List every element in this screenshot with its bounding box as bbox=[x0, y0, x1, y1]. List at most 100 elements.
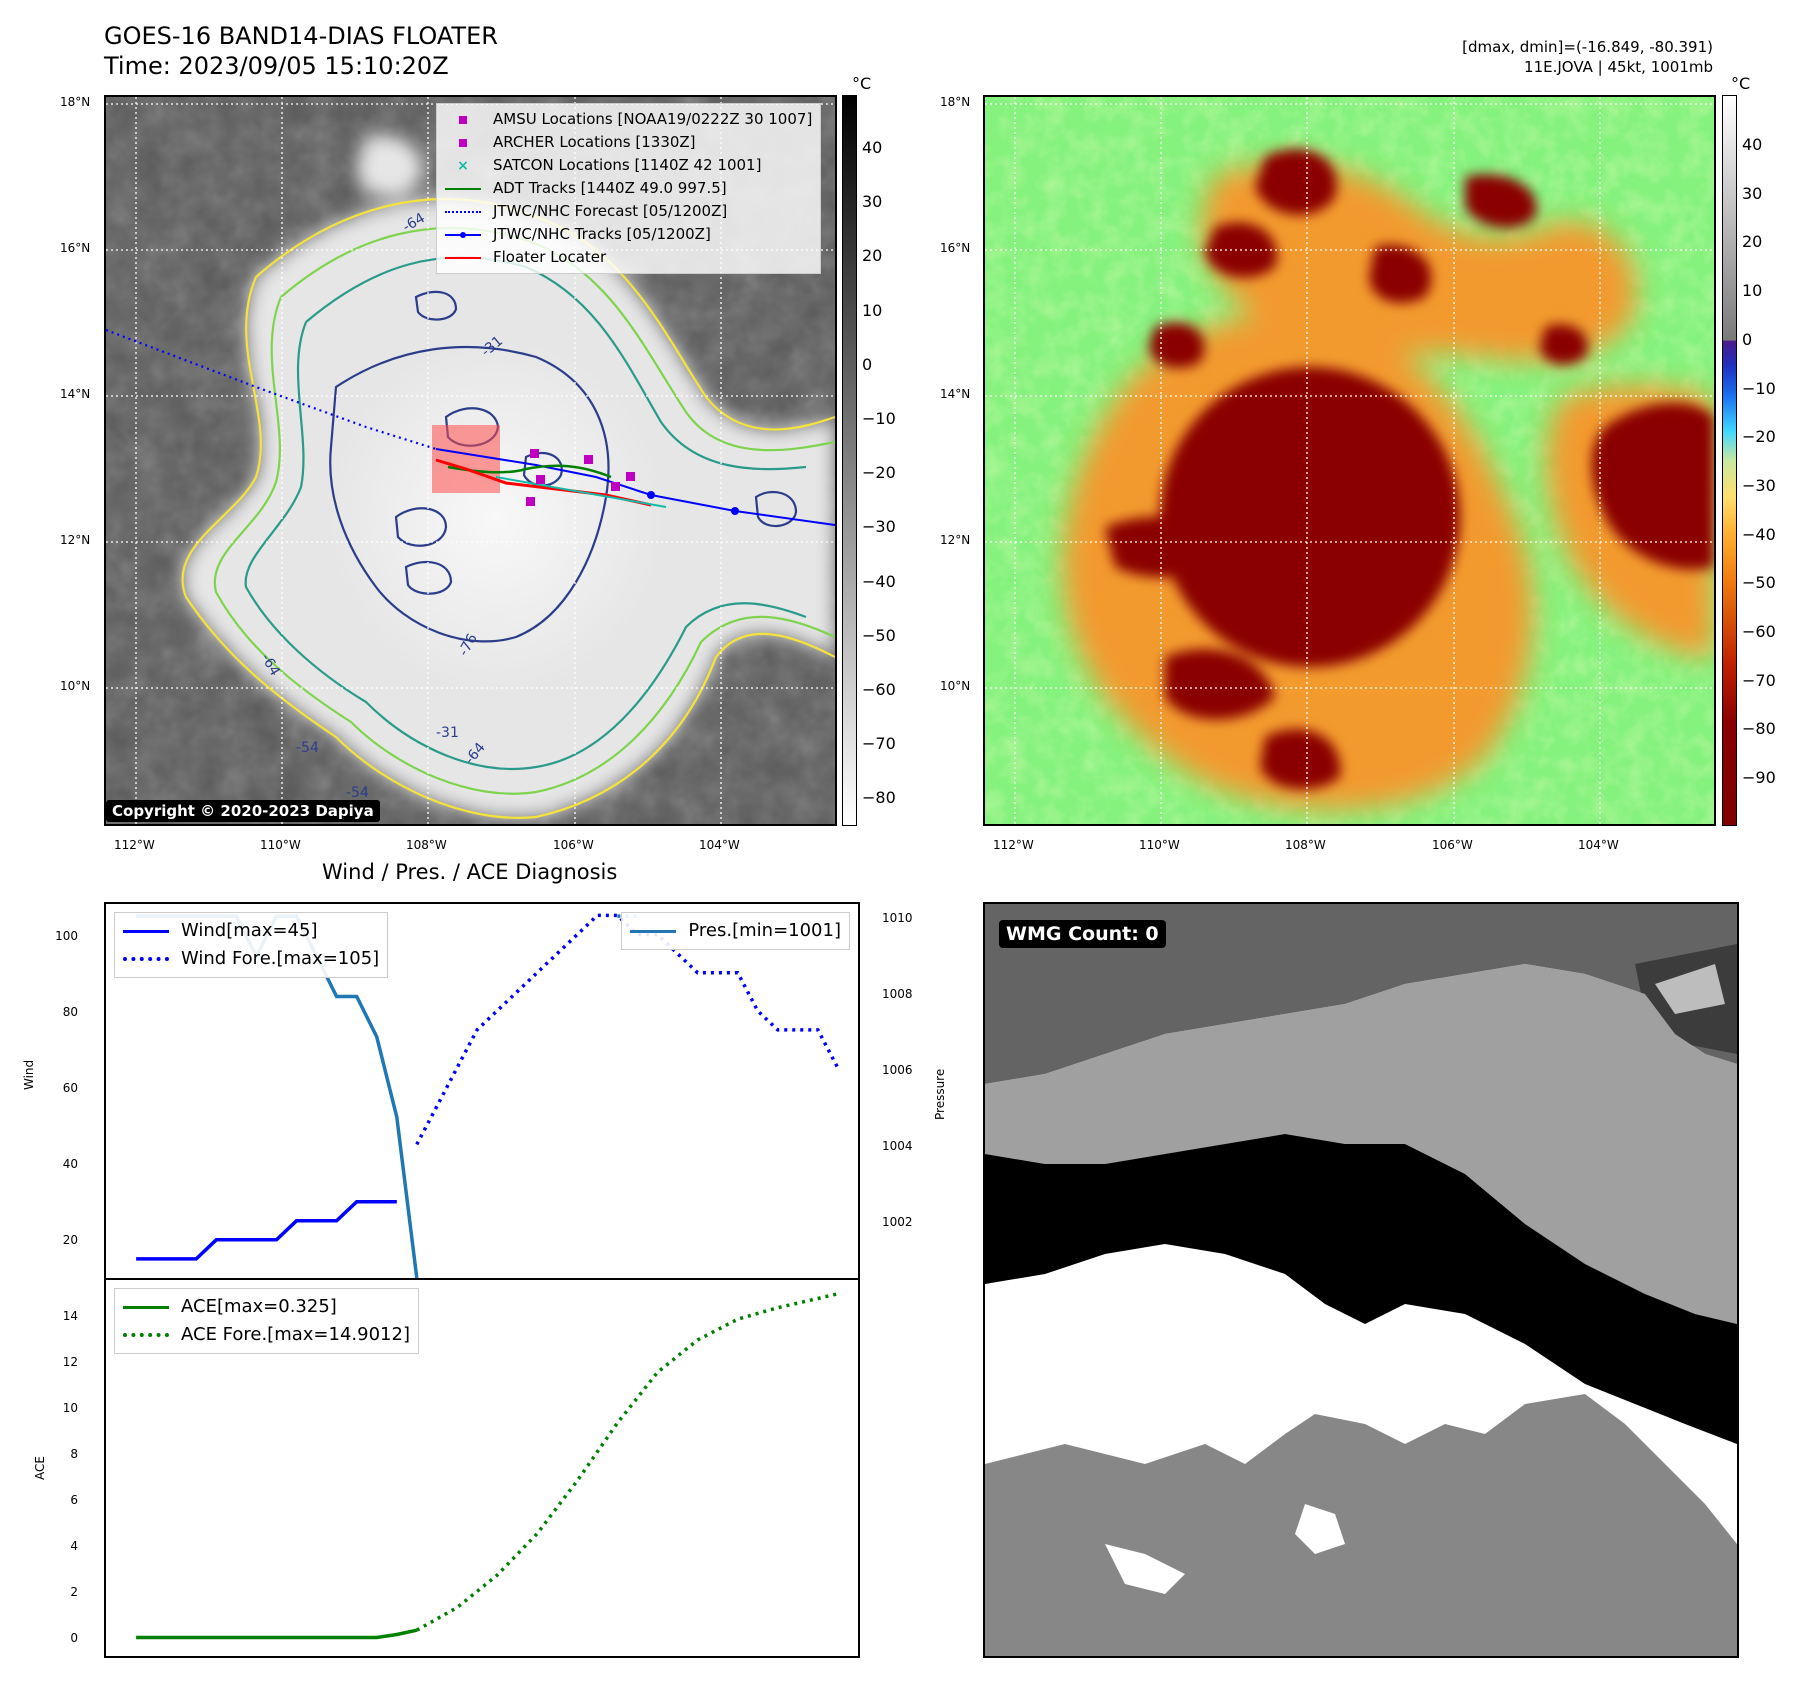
legend-wind: Wind[max=45] bbox=[123, 917, 379, 945]
colorbar-tick: −50 bbox=[1742, 573, 1776, 593]
colorbar-tick: −20 bbox=[862, 463, 896, 483]
colorbar-gray-unit: °C bbox=[852, 74, 872, 93]
colorbar-tick: −80 bbox=[862, 788, 896, 808]
axis-tick-label: 60 bbox=[62, 1081, 78, 1095]
colorbar-tick: 20 bbox=[862, 246, 883, 266]
wind-pressure-axes: Wind[max=45] Wind Fore.[max=105] Pres.[m… bbox=[104, 902, 860, 1280]
axis-tick-label: 6 bbox=[70, 1493, 78, 1507]
axis-tick-label: 14 bbox=[62, 1309, 78, 1323]
colorbar-gray bbox=[842, 95, 857, 826]
axis-tick-label: 12 bbox=[62, 1355, 78, 1369]
legend-archer: ARCHER Locations [1330Z] bbox=[445, 131, 812, 154]
storm-info: 11E.JOVA | 45kt, 1001mb bbox=[1524, 58, 1713, 76]
colorbar-tick: 30 bbox=[862, 192, 883, 212]
colorbar-tick: 10 bbox=[862, 300, 883, 320]
axis-tick-label: 4 bbox=[70, 1539, 78, 1553]
lat-label: 16°N bbox=[60, 241, 91, 255]
legend-floater: Floater Locater bbox=[445, 246, 812, 269]
legend-amsu: AMSU Locations [NOAA19/0222Z 30 1007] bbox=[445, 108, 812, 131]
legend-wind-forecast: Wind Fore.[max=105] bbox=[123, 945, 379, 973]
copyright-badge: Copyright © 2020-2023 Dapiya bbox=[106, 800, 380, 822]
axis-tick-label: 100 bbox=[55, 929, 78, 943]
lon-label: 104°W bbox=[1578, 838, 1619, 852]
lat-label: 12°N bbox=[60, 533, 91, 547]
colorbar-tick: −50 bbox=[862, 625, 896, 645]
axis-tick-label: 40 bbox=[62, 1157, 78, 1171]
colorbar-tick: −30 bbox=[1742, 475, 1776, 495]
ir-gray-map: -64 -64 -54 -31 -76 -54 -64 -31 AMSU Loc… bbox=[104, 95, 837, 826]
colorbar-tick: −60 bbox=[1742, 622, 1776, 641]
axis-tick-label: 20 bbox=[62, 1233, 78, 1247]
colorbar-tick: −10 bbox=[1742, 378, 1776, 398]
colorbar-tick: 40 bbox=[862, 138, 883, 157]
lon-label: 112°W bbox=[993, 838, 1034, 852]
wmg-panel: WMG Count: 0 bbox=[983, 902, 1739, 1658]
ace-legend: ACE[max=0.325] ACE Fore.[max=14.9012] bbox=[114, 1288, 419, 1354]
axis-tick-label: 0 bbox=[70, 1631, 78, 1645]
ace-series-line bbox=[136, 1628, 418, 1640]
map-legend: AMSU Locations [NOAA19/0222Z 30 1007] AR… bbox=[436, 103, 822, 274]
wind-axis-label: Wind bbox=[22, 1059, 36, 1090]
lon-label: 112°W bbox=[114, 838, 155, 852]
lat-label: 10°N bbox=[940, 679, 971, 693]
legend-pressure: Pres.[min=1001] bbox=[630, 917, 841, 945]
lon-label: 108°W bbox=[1285, 838, 1326, 852]
pressure-axis-label: Pressure bbox=[933, 1068, 947, 1120]
lat-label: 18°N bbox=[940, 95, 971, 109]
colorbar-tick: 10 bbox=[1742, 281, 1763, 301]
contour-label: -54 bbox=[346, 785, 369, 801]
axis-tick-label: 2 bbox=[70, 1585, 78, 1599]
colorbar-tick: −10 bbox=[862, 409, 896, 428]
figure-title: GOES-16 BAND14-DIAS FLOATER bbox=[104, 22, 498, 50]
colorbar-tick: −40 bbox=[1742, 524, 1776, 544]
colorbar-tick: 0 bbox=[862, 354, 873, 374]
legend-adt: ADT Tracks [1440Z 49.0 997.5] bbox=[445, 177, 812, 200]
lat-label: 14°N bbox=[940, 387, 971, 401]
colorbar-tick: −70 bbox=[862, 734, 896, 754]
colorbar-color-unit: °C bbox=[1731, 74, 1751, 93]
colorbar-tick: −40 bbox=[862, 571, 896, 591]
colorbar-tick: 30 bbox=[1742, 183, 1763, 203]
legend-satcon: × SATCON Locations [1140Z 42 1001] bbox=[457, 156, 762, 174]
lat-label: 18°N bbox=[60, 95, 91, 109]
storm-dmax-dmin: [dmax, dmin]=(-16.849, -80.391) bbox=[1462, 38, 1713, 56]
figure-time: Time: 2023/09/05 15:10:20Z bbox=[104, 52, 449, 80]
axis-tick-label: 1004 bbox=[882, 1139, 913, 1153]
colorbar-tick: −60 bbox=[862, 680, 896, 699]
ace-forecast-series-line bbox=[415, 1292, 839, 1632]
contour-label: -31 bbox=[436, 725, 459, 741]
axis-tick-label: 1002 bbox=[882, 1215, 913, 1229]
ir-color-map bbox=[983, 95, 1716, 826]
colorbar-tick: 40 bbox=[1742, 135, 1763, 154]
lat-label: 16°N bbox=[940, 241, 971, 255]
ace-axis-label: ACE bbox=[33, 1456, 47, 1480]
lon-label: 108°W bbox=[406, 838, 447, 852]
colorbar-tick: −90 bbox=[1742, 768, 1776, 788]
legend-jtwc-tracks: JTWC/NHC Tracks [05/1200Z] bbox=[445, 223, 812, 246]
axis-tick-label: 1006 bbox=[882, 1063, 913, 1077]
wmg-count-badge: WMG Count: 0 bbox=[999, 920, 1166, 948]
lat-label: 10°N bbox=[60, 679, 91, 693]
diagnosis-title: Wind / Pres. / ACE Diagnosis bbox=[322, 860, 618, 884]
axis-tick-label: 1008 bbox=[882, 987, 913, 1001]
axis-tick-label: 10 bbox=[62, 1401, 78, 1415]
lon-label: 106°W bbox=[553, 838, 594, 852]
lon-label: 110°W bbox=[1139, 838, 1180, 852]
colorbar-tick: −70 bbox=[1742, 670, 1776, 690]
colorbar-tick: −30 bbox=[862, 517, 896, 537]
wind-series-line bbox=[136, 1199, 397, 1261]
colorbar-tick: 20 bbox=[1742, 232, 1763, 252]
axis-tick-label: 1010 bbox=[882, 911, 913, 925]
lon-label: 104°W bbox=[699, 838, 740, 852]
legend-jtwc-forecast: JTWC/NHC Forecast [05/1200Z] bbox=[445, 200, 812, 223]
wind-legend: Wind[max=45] Wind Fore.[max=105] bbox=[114, 912, 389, 978]
lat-label: 12°N bbox=[940, 533, 971, 547]
ace-axes: ACE[max=0.325] ACE Fore.[max=14.9012] bbox=[104, 1278, 860, 1658]
pressure-legend: Pres.[min=1001] bbox=[621, 912, 850, 950]
axis-tick-label: 80 bbox=[62, 1005, 78, 1019]
colorbar-color bbox=[1722, 95, 1737, 826]
lat-label: 14°N bbox=[60, 387, 91, 401]
colorbar-tick: 0 bbox=[1742, 329, 1753, 349]
contour-label: -54 bbox=[296, 740, 319, 756]
axis-tick-label: 8 bbox=[70, 1447, 78, 1461]
